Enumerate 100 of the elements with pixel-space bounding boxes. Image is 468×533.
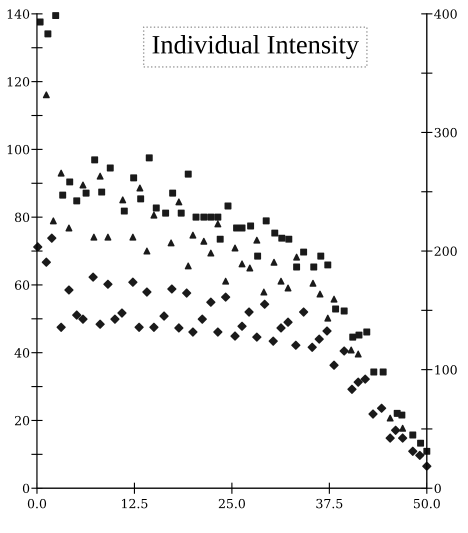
- point: [221, 292, 230, 302]
- point: [58, 170, 65, 177]
- point: [168, 239, 175, 246]
- x-tick-label: 0.0: [28, 498, 46, 508]
- point: [252, 332, 262, 342]
- point: [44, 30, 52, 38]
- point: [149, 322, 159, 332]
- point: [284, 284, 292, 292]
- point: [399, 424, 406, 432]
- y-tick-label: 20: [14, 416, 30, 426]
- point: [408, 446, 418, 456]
- point: [90, 234, 98, 241]
- point: [230, 331, 240, 341]
- point: [360, 374, 370, 384]
- point: [278, 278, 284, 285]
- y-tick-label: 140: [8, 9, 30, 19]
- point: [36, 18, 44, 26]
- point: [213, 327, 222, 337]
- point: [347, 384, 357, 394]
- point: [91, 156, 98, 164]
- point: [82, 190, 90, 197]
- point: [162, 210, 170, 217]
- point: [370, 368, 378, 376]
- point: [136, 184, 144, 192]
- point: [216, 236, 224, 243]
- point: [206, 298, 216, 307]
- point: [316, 290, 324, 298]
- point: [398, 433, 408, 443]
- point: [175, 198, 182, 206]
- point: [56, 322, 66, 332]
- point: [169, 190, 176, 197]
- point: [98, 188, 106, 196]
- point: [120, 208, 128, 215]
- y2-tick-label: 0: [434, 484, 441, 494]
- point: [417, 440, 424, 447]
- point: [300, 248, 308, 256]
- point: [189, 232, 196, 239]
- point: [247, 222, 254, 230]
- point: [78, 314, 88, 324]
- point: [354, 350, 362, 358]
- point: [322, 326, 332, 336]
- point: [363, 328, 370, 336]
- point: [391, 426, 400, 435]
- point: [285, 236, 292, 243]
- point: [188, 327, 198, 337]
- point: [50, 217, 57, 224]
- point: [380, 368, 387, 376]
- point: [137, 195, 144, 202]
- point: [128, 278, 138, 287]
- point: [119, 196, 126, 204]
- text: Individual Intensity: [152, 35, 359, 60]
- y-tick-label: 60: [14, 280, 30, 290]
- point: [150, 212, 158, 219]
- point: [310, 263, 318, 270]
- point: [244, 307, 254, 317]
- point: [167, 284, 176, 294]
- point: [238, 224, 246, 232]
- y-tick-label: 0: [22, 484, 30, 494]
- point: [354, 378, 363, 387]
- y2-tick-label: 100: [435, 365, 457, 375]
- point: [278, 234, 286, 242]
- point: [398, 412, 406, 419]
- point: [268, 336, 278, 346]
- point: [65, 224, 72, 232]
- point: [178, 210, 185, 217]
- y-tick-label: 120: [8, 77, 30, 87]
- point: [64, 285, 74, 295]
- point: [349, 334, 356, 341]
- point: [409, 432, 416, 439]
- point: [386, 433, 395, 443]
- point: [146, 154, 153, 162]
- point: [80, 181, 86, 188]
- point: [291, 340, 300, 350]
- point: [376, 404, 386, 413]
- point: [260, 288, 268, 296]
- point: [260, 300, 270, 309]
- x-tick-label: 12.5: [122, 498, 148, 508]
- point: [134, 322, 144, 332]
- point: [214, 214, 222, 221]
- point: [47, 234, 56, 243]
- point: [340, 308, 348, 314]
- point: [246, 264, 254, 272]
- point: [200, 238, 208, 245]
- point: [293, 263, 300, 270]
- point: [207, 250, 214, 257]
- point: [222, 278, 230, 285]
- point: [310, 280, 316, 287]
- point: [324, 314, 332, 322]
- point: [271, 230, 278, 237]
- point: [283, 318, 293, 327]
- y-tick-label: 100: [8, 144, 30, 154]
- point: [332, 306, 340, 312]
- point: [117, 308, 127, 318]
- point: [340, 346, 349, 356]
- point: [198, 314, 207, 324]
- point: [66, 178, 74, 186]
- y-tick-label: 80: [14, 212, 30, 222]
- point: [262, 217, 270, 224]
- point: [317, 252, 324, 260]
- point: [73, 197, 80, 204]
